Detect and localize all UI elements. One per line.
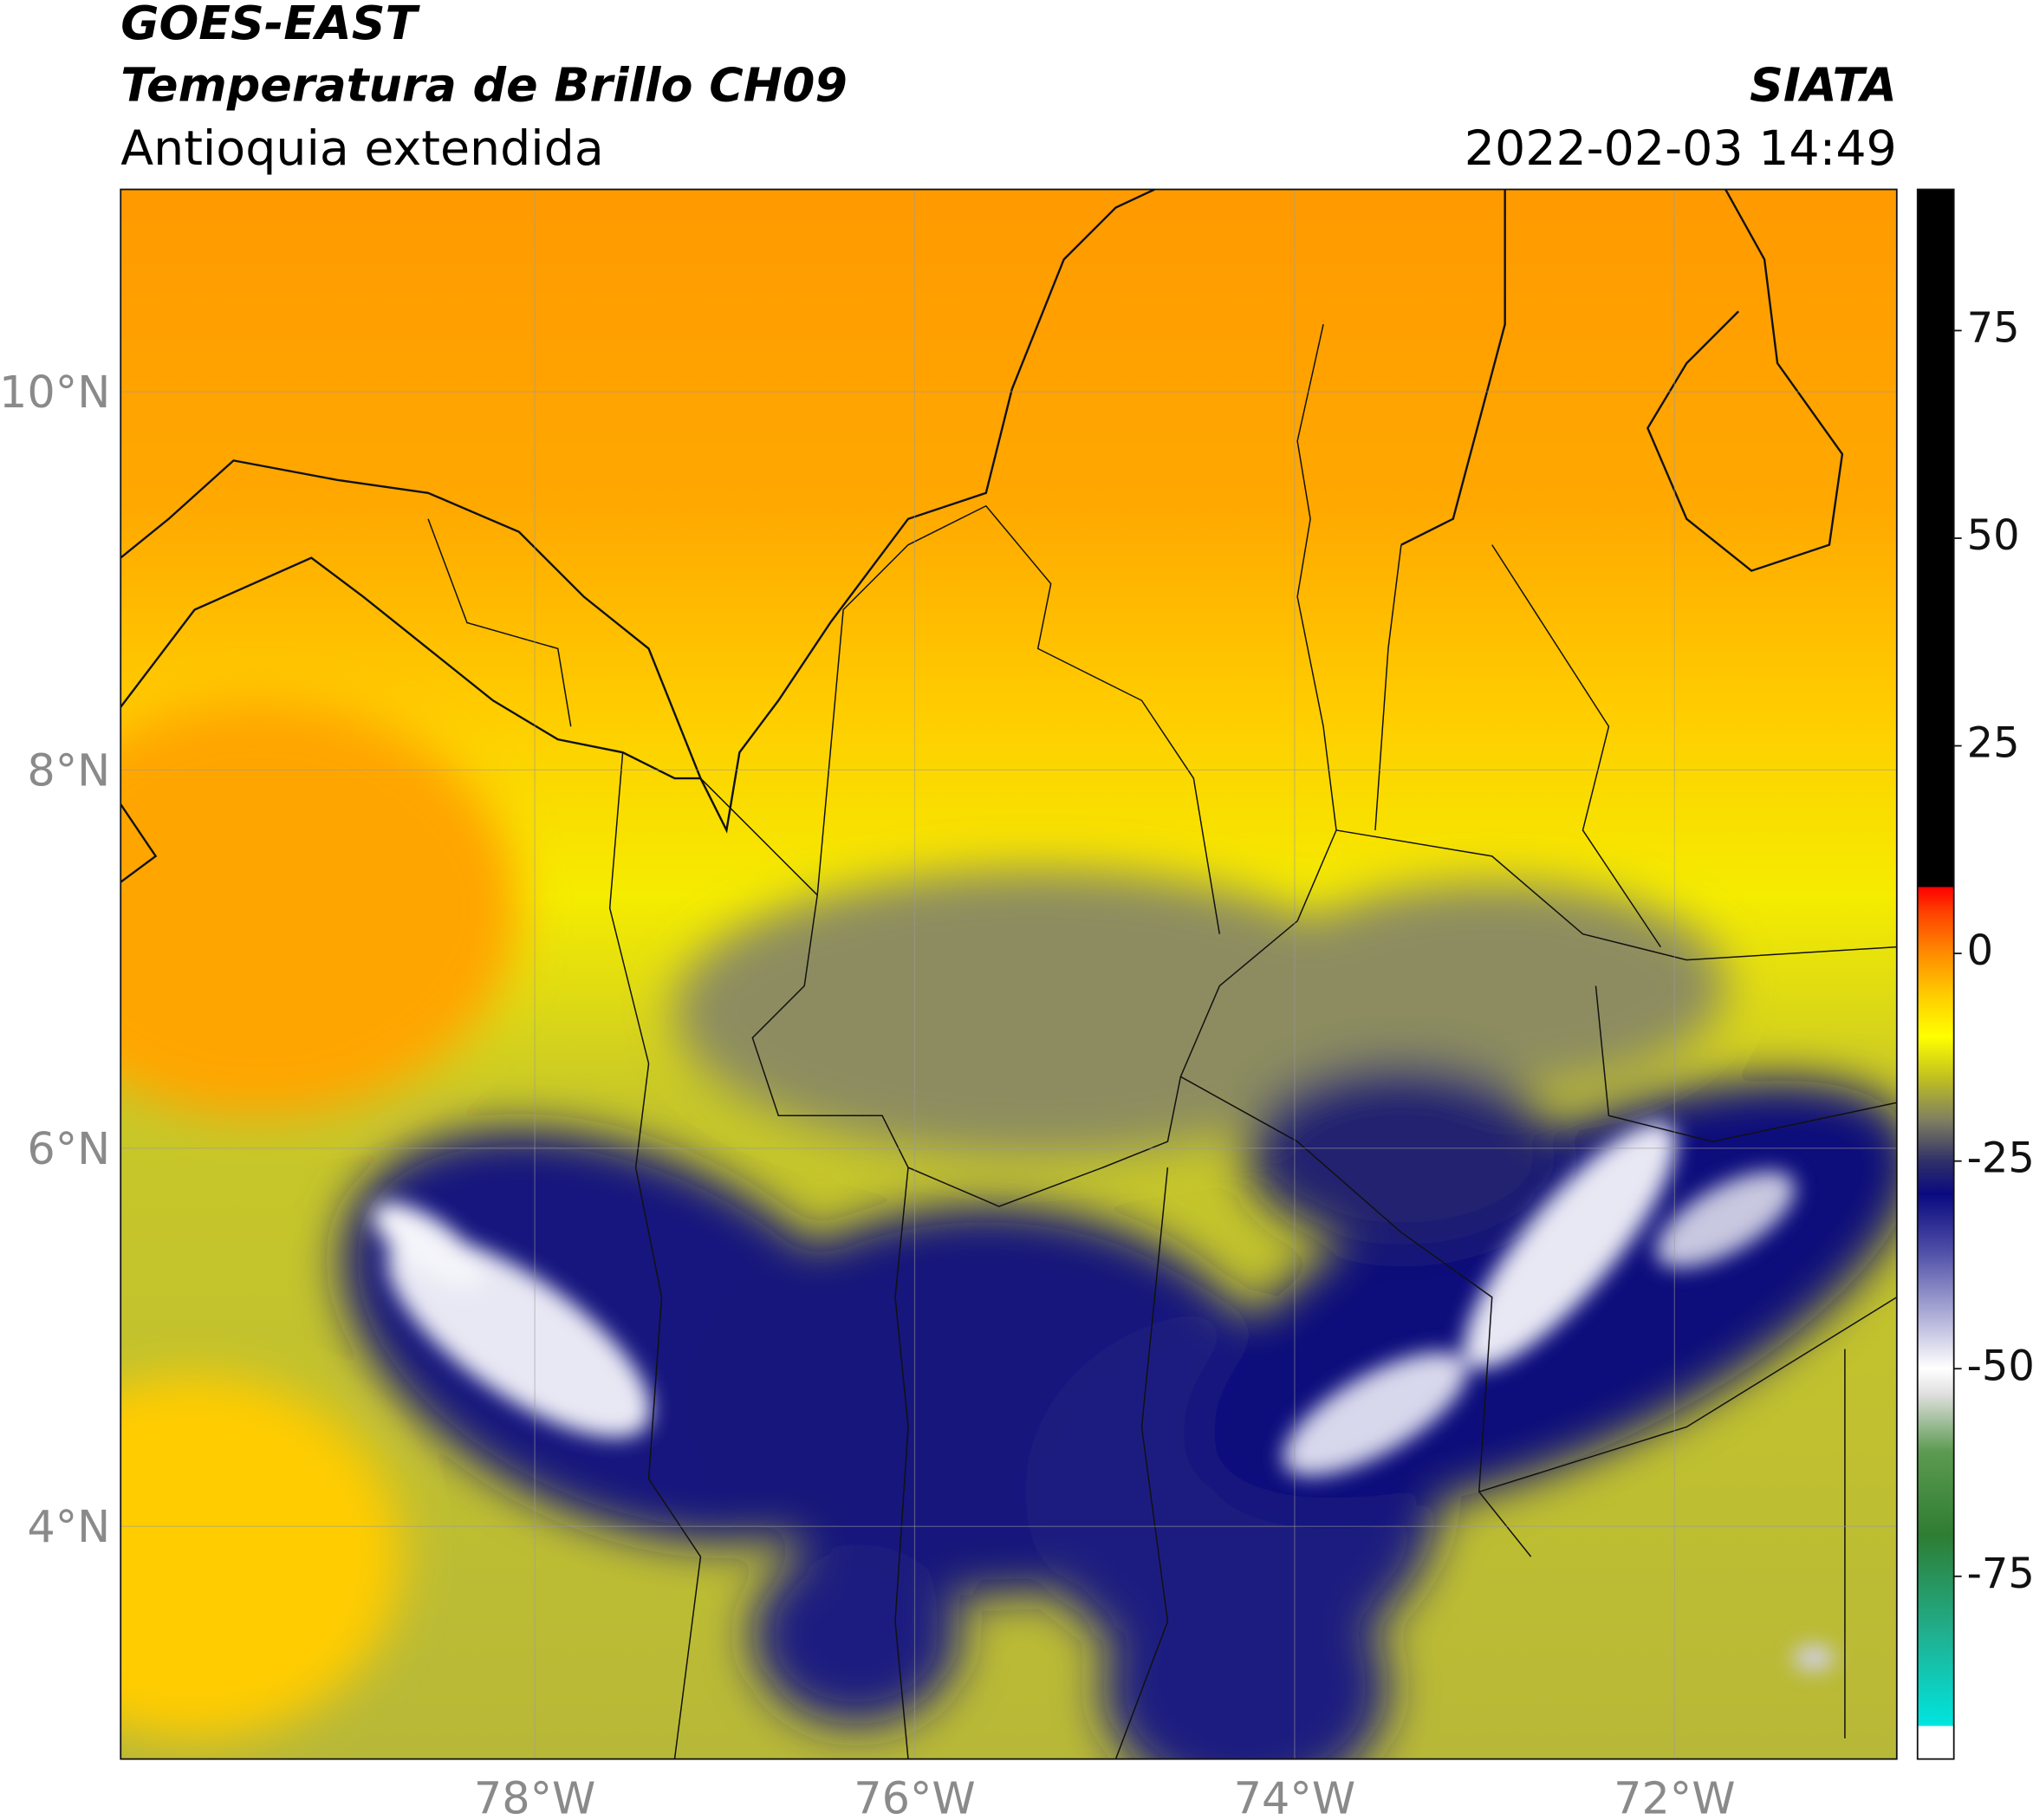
x-tick-label: 74°W <box>1234 1774 1356 1820</box>
coastlines <box>120 189 1844 883</box>
y-tick-label: 6°N <box>27 1124 110 1175</box>
x-tick-label: 76°W <box>854 1774 976 1820</box>
x-tick-label: 78°W <box>474 1774 596 1820</box>
subtitle: Temperatura de Brillo CH09 <box>120 58 848 113</box>
map <box>120 189 1897 1759</box>
y-tick-label: 4°N <box>27 1502 110 1553</box>
colorbar-tick-label: -50 <box>1967 1342 2033 1390</box>
map-frame <box>120 188 1898 1760</box>
colorbar-tick-label: -75 <box>1967 1550 2033 1598</box>
datetime: 2022-02-03 14:49 <box>1465 121 1897 177</box>
cold-tops <box>373 1122 1835 1671</box>
colorbar-tick-label: 0 <box>1967 927 1993 975</box>
borders <box>427 324 1897 1759</box>
x-tick-label: 72°W <box>1614 1774 1736 1820</box>
title: GOES-EAST <box>120 0 420 50</box>
colorbar-tick-label: 25 <box>1967 720 2020 768</box>
region: Antioquia extendida <box>120 121 604 177</box>
y-tick-label: 10°N <box>0 367 110 419</box>
colorbar-tick-label: 50 <box>1967 512 2020 560</box>
colorbar-tick-label: -25 <box>1967 1135 2033 1183</box>
source: SIATA <box>1750 58 1897 113</box>
y-tick-label: 8°N <box>27 745 110 796</box>
colorbar <box>1916 188 1955 1760</box>
colorbar-tick-label: 75 <box>1967 304 2020 352</box>
